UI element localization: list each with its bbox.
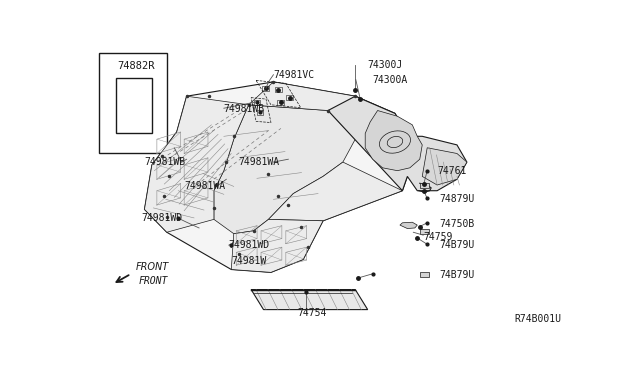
Polygon shape: [145, 96, 249, 232]
Text: R74B001U: R74B001U: [514, 314, 561, 324]
Polygon shape: [365, 110, 422, 171]
Polygon shape: [400, 222, 417, 228]
Text: 74300J: 74300J: [367, 60, 403, 70]
Bar: [262, 86, 269, 91]
Polygon shape: [145, 82, 410, 272]
Text: 74981WA: 74981WA: [184, 182, 225, 192]
Text: 74754: 74754: [297, 308, 326, 318]
Polygon shape: [249, 82, 395, 113]
Bar: [420, 183, 429, 188]
Text: 74981WD: 74981WD: [229, 240, 270, 250]
Bar: [277, 100, 284, 105]
Polygon shape: [251, 289, 367, 310]
Text: 74981WB: 74981WB: [145, 157, 186, 167]
Text: 74B79U: 74B79U: [440, 240, 475, 250]
Bar: [275, 87, 282, 93]
Bar: [420, 272, 429, 277]
Text: 74761: 74761: [437, 166, 467, 176]
Polygon shape: [214, 105, 355, 234]
Bar: [420, 228, 429, 234]
Text: 74981VC: 74981VC: [273, 70, 315, 80]
Text: FRONT: FRONT: [138, 276, 168, 286]
Text: 74882R: 74882R: [118, 61, 155, 71]
Bar: [253, 100, 260, 105]
Text: 74750B: 74750B: [440, 219, 475, 229]
Text: 74981WA: 74981WA: [239, 157, 280, 167]
Bar: [286, 95, 293, 100]
Bar: [99, 53, 167, 154]
Text: 74759: 74759: [423, 231, 452, 241]
Polygon shape: [328, 96, 467, 191]
Text: 74981WB: 74981WB: [224, 104, 265, 114]
Text: 74981W: 74981W: [231, 256, 266, 266]
Text: 74B79U: 74B79U: [440, 270, 475, 280]
Text: 74981WD: 74981WD: [141, 213, 182, 223]
Bar: [257, 110, 263, 115]
Bar: [116, 78, 152, 134]
Polygon shape: [422, 148, 467, 185]
Polygon shape: [269, 162, 403, 221]
Text: 74300A: 74300A: [372, 76, 408, 86]
Text: 74879U: 74879U: [440, 194, 475, 204]
Polygon shape: [231, 219, 323, 272]
Text: FRONT: FRONT: [136, 262, 170, 272]
